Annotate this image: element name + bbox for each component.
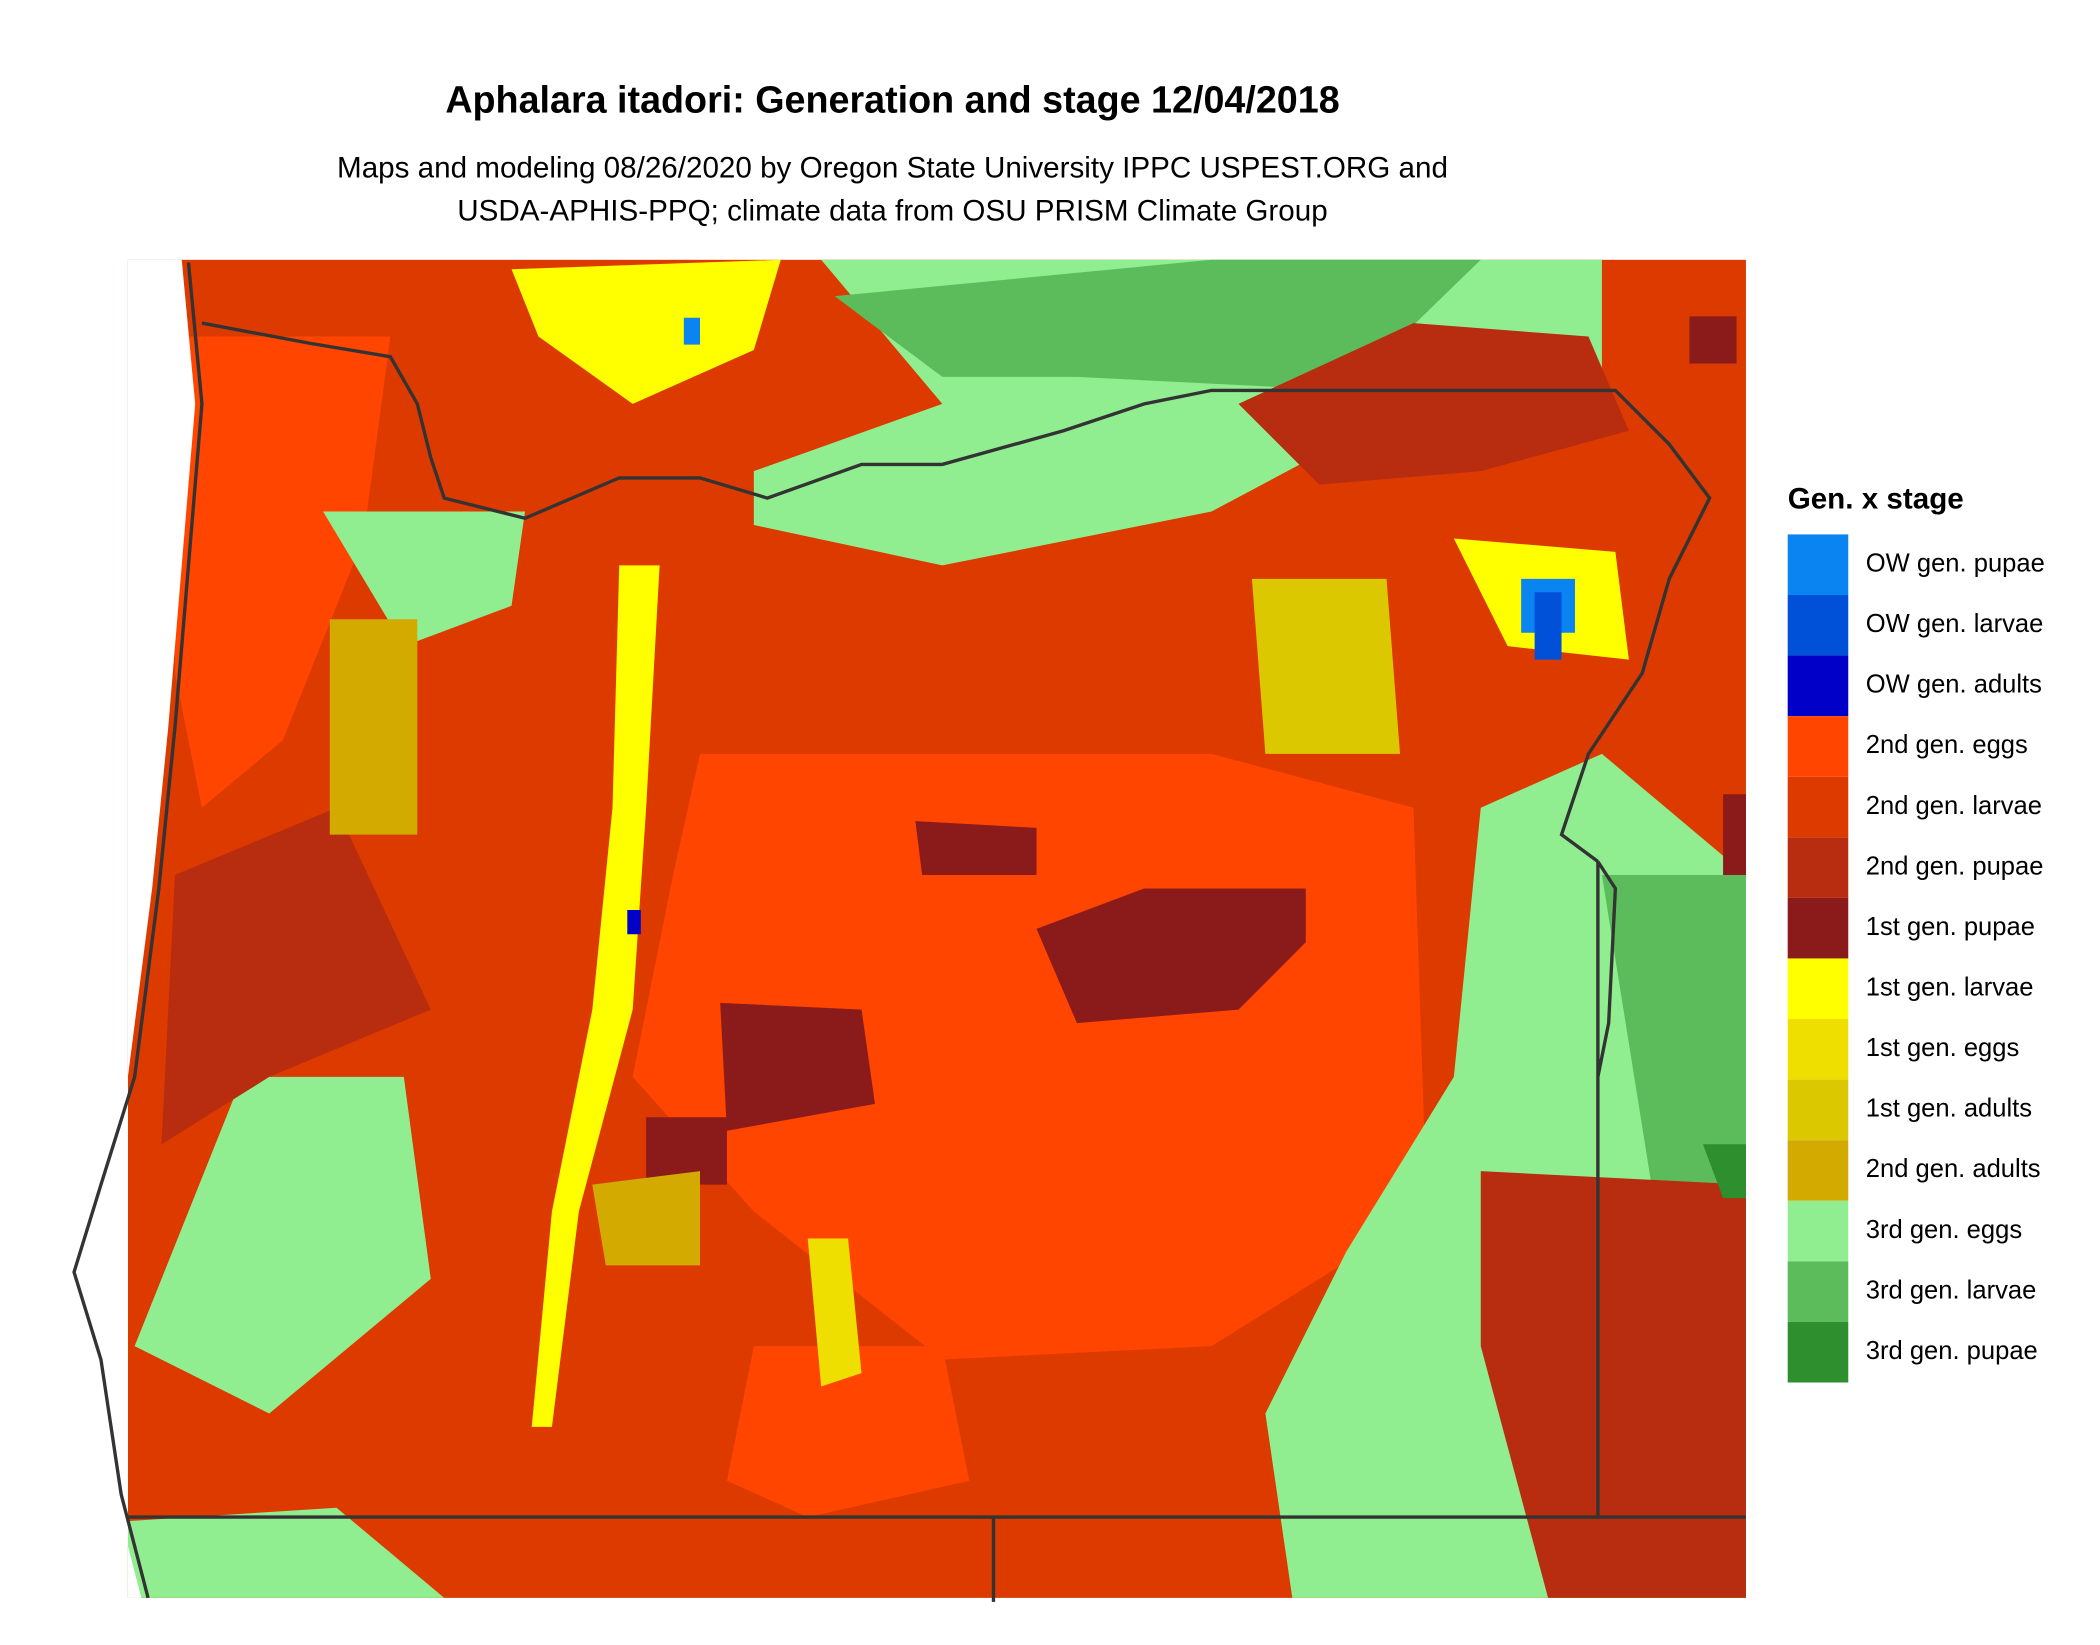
map-region: [1480, 1171, 1746, 1598]
map-region: [127, 1507, 445, 1598]
legend-swatch: [1787, 1261, 1849, 1322]
map-region: [531, 565, 660, 1427]
legend-swatch: [1787, 534, 1849, 595]
ocean: [67, 259, 196, 1598]
legend-label: 3rd gen. eggs: [1866, 1216, 2022, 1244]
legend-swatch: [1787, 776, 1849, 838]
border: [127, 860, 1746, 1602]
map-region: [627, 910, 641, 935]
legend-label: 2nd gen. larvae: [1866, 792, 2042, 820]
map-region: [1251, 578, 1400, 754]
legend-label: 1st gen. larvae: [1866, 974, 2034, 1002]
map-region: [1702, 1144, 1746, 1199]
legend-label: OW gen. adults: [1866, 671, 2042, 699]
map-region: [175, 336, 391, 808]
map-region: [915, 821, 1037, 875]
map-region: [1036, 888, 1306, 1024]
legend-swatch: [1787, 716, 1849, 777]
legend-label: 2nd gen. eggs: [1866, 731, 2028, 759]
map-region: [592, 1171, 700, 1266]
map-region: [323, 511, 525, 647]
legend-label: 1st gen. adults: [1866, 1095, 2032, 1123]
map-region: [807, 1238, 862, 1387]
legend-swatch: [1787, 1079, 1849, 1141]
legend-swatch: [1787, 1321, 1849, 1383]
map-region: [329, 619, 418, 835]
map-region: [1689, 316, 1737, 364]
map: [67, 259, 1746, 1598]
map-region: [511, 259, 781, 404]
legend-swatch: [1787, 595, 1849, 656]
subtitle: USDA-APHIS-PPQ; climate data from OSU PR…: [457, 195, 1327, 228]
subtitle: Maps and modeling 08/26/2020 by Oregon S…: [337, 151, 1448, 184]
legend-label: OW gen. larvae: [1866, 610, 2044, 638]
legend-swatch: [1787, 1140, 1849, 1201]
legend-label: 3rd gen. larvae: [1866, 1276, 2037, 1304]
map-region: [1238, 323, 1629, 485]
map-region: [134, 1076, 431, 1414]
map-region: [720, 1002, 875, 1131]
legend-swatch: [1787, 897, 1849, 959]
map-region: [646, 1117, 727, 1185]
legend-label: 2nd gen. adults: [1866, 1155, 2041, 1183]
legend-label: 3rd gen. pupae: [1866, 1337, 2038, 1365]
map-region: [683, 317, 700, 345]
map-region: [1601, 875, 1746, 1212]
map-region: [1723, 794, 1746, 875]
map-region: [834, 259, 1481, 391]
map-region: [161, 807, 431, 1145]
legend-label: 2nd gen. pupae: [1866, 852, 2044, 880]
legend-title: Gen. x stage: [1788, 483, 1964, 516]
legend-swatch: [1787, 655, 1849, 717]
title: Aphalara itadori: Generation and stage 1…: [445, 78, 1339, 120]
legend-swatch: [1787, 837, 1849, 898]
legend-swatch: [1787, 958, 1849, 1020]
borders: [72, 262, 1746, 1602]
river-border: [201, 321, 1712, 863]
legend-label: OW gen. pupae: [1866, 549, 2045, 577]
legend-swatch: [1787, 1200, 1849, 1262]
map-region: [726, 1346, 970, 1518]
legend-label: 1st gen. pupae: [1866, 913, 2035, 941]
map-region: [1534, 592, 1562, 660]
legend-swatch: [1787, 1019, 1849, 1080]
coast-line: [72, 262, 204, 1599]
legend: OW gen. pupae OW gen. larvae OW gen. adult…: [1787, 534, 2045, 1383]
legend-label: 1st gen. eggs: [1866, 1034, 2020, 1062]
